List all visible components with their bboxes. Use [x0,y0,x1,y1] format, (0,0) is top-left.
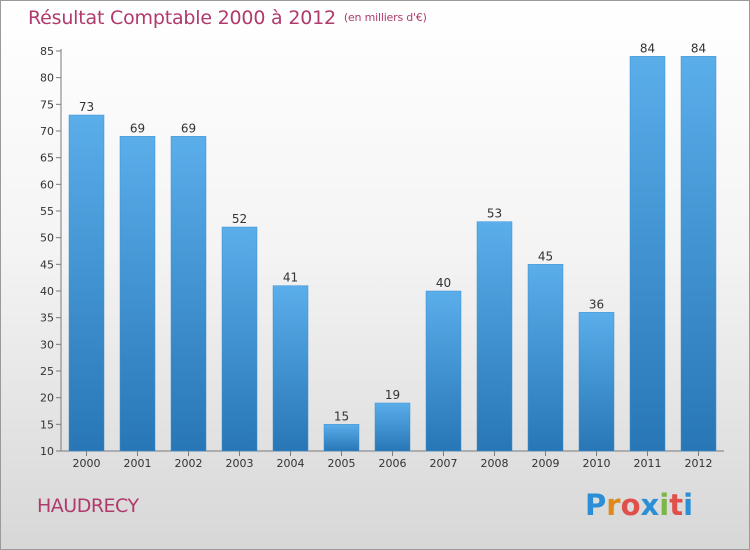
bar-value-label: 73 [79,100,94,114]
bar [425,290,462,452]
bar [221,226,258,452]
chart-title: Résultat Comptable 2000 à 2012 (en millie… [28,7,427,29]
bar-value-label: 84 [691,41,706,55]
bar-value-label: 45 [538,249,553,263]
logo-letter: t [669,488,684,522]
bar [68,114,105,452]
bar-series: 73 69 69 52 41 15 19 40 53 45 36 84 84 [68,41,717,452]
y-axis: 10 15 20 25 30 35 40 45 50 55 60 65 70 75 80 85 [40,45,62,458]
y-tick-label: 65 [40,152,54,165]
x-tick-label: 2001 [124,457,152,470]
bar-value-label: 15 [334,409,349,423]
x-tick-label: 2004 [277,457,305,470]
y-tick-label: 20 [40,392,54,405]
x-tick-label: 2002 [175,457,203,470]
x-tick-label: 2003 [226,457,254,470]
chart-title-text: Résultat Comptable 2000 à 2012 [28,7,336,29]
y-tick-label: 80 [40,72,54,85]
y-tick-label: 25 [40,365,54,378]
y-tick-label: 35 [40,312,54,325]
y-tick-label: 30 [40,338,54,351]
bar-value-label: 69 [181,121,196,135]
bar [374,402,411,452]
logo-letter: i [659,488,670,522]
x-tick-label: 2010 [583,457,611,470]
x-tick-label: 2011 [634,457,662,470]
bar [578,312,615,452]
y-tick-label: 70 [40,125,54,138]
bar [272,285,309,452]
bar-value-label: 53 [487,207,502,221]
y-tick-label: 50 [40,232,54,245]
logo-letter: r [606,488,621,522]
x-tick-label: 2008 [481,457,509,470]
bar-value-label: 84 [640,41,655,55]
bar [476,221,513,452]
bar-value-label: 52 [232,212,247,226]
x-tick-label: 2007 [430,457,458,470]
x-axis: 2000 2001 2002 2003 2004 2005 2006 2007 2008 2009… [61,450,724,470]
y-tick-label: 10 [40,445,54,458]
bar [680,56,717,452]
y-tick-label: 15 [40,418,54,431]
bar [323,424,360,452]
bar-value-label: 40 [436,276,451,290]
bar [170,136,207,452]
logo-letter: x [640,488,660,522]
x-tick-label: 2009 [532,457,560,470]
chart-subtitle: (en milliers d'€) [343,11,427,24]
bar-value-label: 69 [130,121,145,135]
x-tick-label: 2000 [73,457,101,470]
commune-name: HAUDRECY [37,495,139,517]
bar-value-label: 36 [589,297,604,311]
bar [527,264,564,452]
proxiti-logo: Proxiti [585,488,693,522]
logo-letter: P [585,488,607,522]
y-tick-label: 75 [40,98,54,111]
logo-letter: i [683,488,694,522]
bar [629,56,666,452]
y-tick-label: 55 [40,205,54,218]
logo-letter: o [620,488,641,522]
y-tick-label: 40 [40,285,54,298]
y-tick-label: 45 [40,258,54,271]
y-tick-label: 85 [40,45,54,58]
y-tick-label: 60 [40,178,54,191]
bar [119,136,156,452]
x-tick-label: 2006 [379,457,407,470]
bar-value-label: 41 [283,271,298,285]
bar-value-label: 19 [385,388,400,402]
x-tick-label: 2005 [328,457,356,470]
x-tick-label: 2012 [685,457,713,470]
